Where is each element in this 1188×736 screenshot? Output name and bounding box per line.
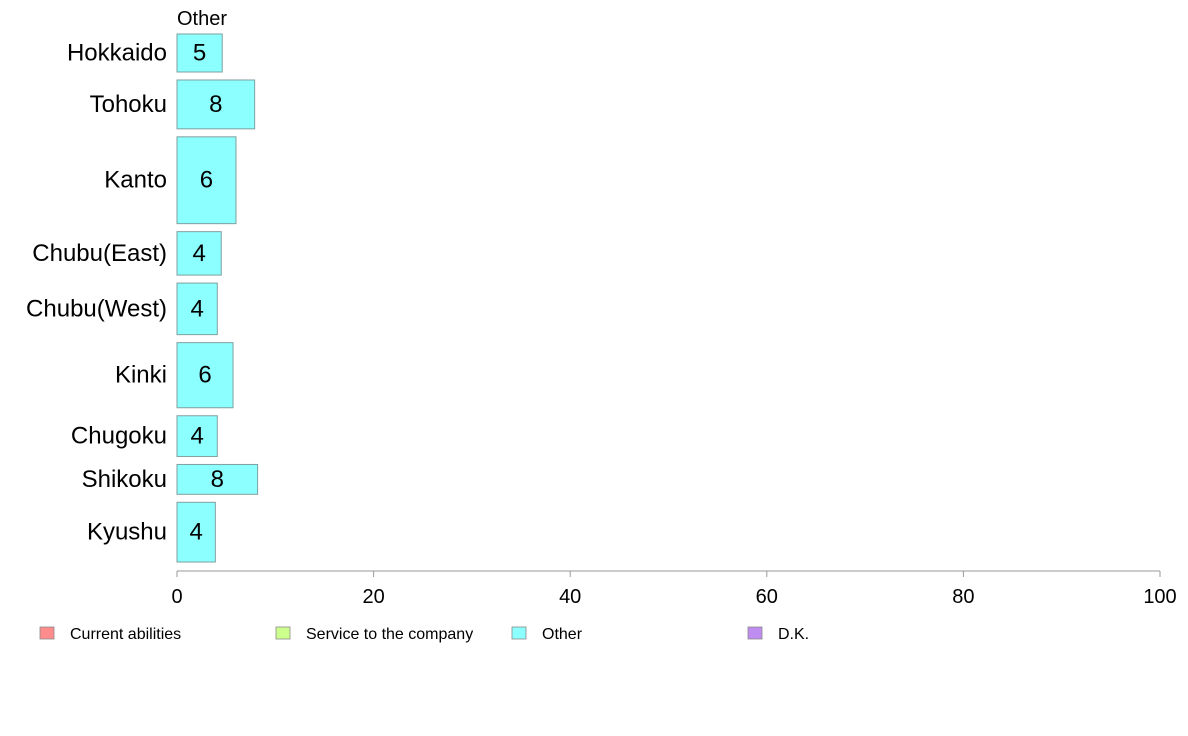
legend-swatch-other: [511, 626, 527, 640]
bar-value-label-kinki: 6: [198, 362, 211, 389]
category-label-kanto: Kanto: [104, 167, 167, 194]
bar-hokkaido: [176, 33, 223, 73]
legend-swatch-service-to-the-company: [275, 626, 291, 640]
x-tick-label: 40: [559, 586, 581, 608]
x-tick-label: 100: [1143, 586, 1176, 608]
bar-value-label-chubu-west: 4: [190, 295, 203, 322]
bar-value-label-chugoku: 4: [190, 423, 203, 450]
bar-value-label-tohoku: 8: [209, 91, 222, 118]
bar-chubu-west: [176, 282, 218, 336]
category-label-kinki: Kinki: [115, 362, 167, 389]
bar-value-label-hokkaido: 5: [193, 39, 206, 66]
category-label-chugoku: Chugoku: [71, 423, 167, 450]
category-label-shikoku: Shikoku: [82, 466, 167, 493]
bars-group: 5 Hokkaido 8 Tohoku 6 Kanto 4 Chubu(East) 4 Chubu…: [26, 33, 259, 563]
x-tick-label: 0: [171, 586, 182, 608]
legend-label-current-abilities: Current abilities: [70, 626, 181, 643]
legend-label-d-k: D.K.: [778, 626, 809, 643]
category-label-kyushu: Kyushu: [87, 519, 167, 546]
bar-value-label-shikoku: 8: [211, 466, 224, 493]
x-axis: 0 20 40 60 80 100: [171, 570, 1177, 608]
category-label-chubu-east: Chubu(East): [32, 240, 167, 267]
category-label-chubu-west: Chubu(West): [26, 295, 167, 322]
x-tick-label: 80: [952, 586, 974, 608]
bar-value-label-kyushu: 4: [189, 519, 202, 546]
bar-chubu-east: [176, 231, 222, 276]
bar-kanto: [176, 136, 237, 225]
bar-tohoku: [176, 79, 256, 130]
legend: Current abilities Service to the company O…: [39, 626, 809, 643]
bar-kyushu: [176, 501, 216, 563]
legend-label-service-to-the-company: Service to the company: [306, 626, 473, 643]
bar-shikoku: [176, 463, 259, 495]
category-label-hokkaido: Hokkaido: [67, 39, 167, 66]
panel-title: Other: [177, 8, 227, 30]
bar-kinki: [176, 342, 234, 409]
bar-chugoku: [176, 415, 218, 457]
x-tick-label: 20: [362, 586, 384, 608]
legend-swatch-d-k: [747, 626, 763, 640]
bar-value-label-kanto: 6: [200, 167, 213, 194]
legend-swatch-current-abilities: [39, 626, 55, 640]
bar-value-label-chubu-east: 4: [192, 240, 205, 267]
category-label-tohoku: Tohoku: [90, 91, 167, 118]
x-tick-label: 60: [756, 586, 778, 608]
legend-label-other: Other: [542, 626, 583, 643]
